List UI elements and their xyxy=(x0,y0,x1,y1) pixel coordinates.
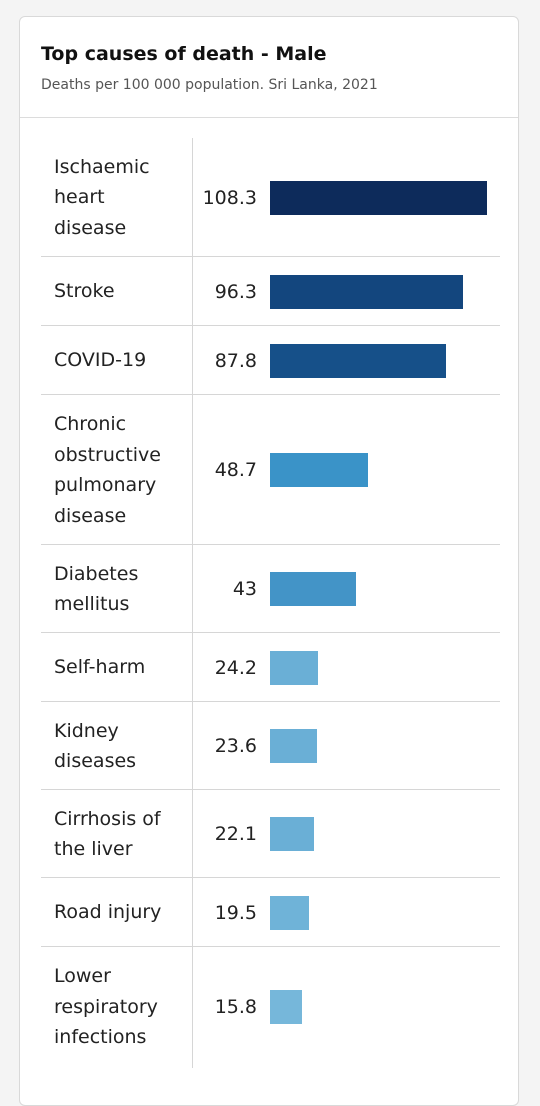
label-divider xyxy=(192,138,193,1068)
chart-row: Diabetes mellitus 43 xyxy=(41,545,500,633)
chart-row: Kidney diseases 23.6 xyxy=(41,702,500,790)
category-label: Road injury xyxy=(54,901,162,924)
value-label: 108.3 xyxy=(202,186,257,209)
bar xyxy=(270,729,317,763)
bar xyxy=(270,274,463,309)
value-label: 43 xyxy=(232,578,257,600)
category-label: Ischaemic heart disease xyxy=(54,155,150,239)
chart-card: Top causes of death - Male Deaths per 10… xyxy=(19,16,519,1106)
chart-row: Self-harm 24.2 xyxy=(41,633,500,702)
bar xyxy=(270,895,309,930)
chart-header: Top causes of death - Male Deaths per 10… xyxy=(20,17,518,118)
chart-row: Stroke 96.3 xyxy=(41,257,500,326)
bar xyxy=(270,453,368,487)
bar xyxy=(270,572,356,606)
value-label: 23.6 xyxy=(214,735,257,757)
value-label: 24.2 xyxy=(214,656,257,679)
category-label: COVID-19 xyxy=(54,349,147,372)
chart-row: Lower respiratory infections 15.8 xyxy=(41,947,500,1067)
chart-row: COVID-19 87.8 xyxy=(41,326,500,395)
category-label: Diabetes mellitus xyxy=(54,562,139,616)
chart-row: Chronic obstructive pulmonary disease 48.… xyxy=(41,395,500,545)
chart-row: Ischaemic heart disease 108.3 xyxy=(41,138,500,257)
chart-row: Cirrhosis of the liver 22.1 xyxy=(41,790,500,878)
chart-row: Road injury 19.5 xyxy=(41,878,500,947)
chart-title: Top causes of death - Male xyxy=(41,43,327,65)
bar xyxy=(270,990,302,1024)
category-label: Self-harm xyxy=(54,656,146,679)
value-label: 19.5 xyxy=(214,901,257,924)
category-label: Chronic obstructive pulmonary disease xyxy=(54,413,161,527)
category-label: Stroke xyxy=(54,280,115,303)
chart-subtitle: Deaths per 100 000 population. Sri Lanka… xyxy=(41,77,378,93)
value-label: 48.7 xyxy=(214,459,257,481)
value-label: 15.8 xyxy=(214,996,257,1018)
value-label: 22.1 xyxy=(214,823,257,845)
bar xyxy=(270,650,318,685)
bar xyxy=(270,180,487,215)
bar xyxy=(270,817,314,851)
category-label: Lower respiratory infections xyxy=(54,965,158,1049)
bar xyxy=(270,343,446,378)
value-label: 96.3 xyxy=(214,280,257,303)
category-label: Cirrhosis of the liver xyxy=(54,807,161,861)
value-label: 87.8 xyxy=(214,349,257,372)
bar-chart: Ischaemic heart disease 108.3 Stroke 96.3 CO… xyxy=(20,118,518,1078)
category-label: Kidney diseases xyxy=(54,719,137,773)
